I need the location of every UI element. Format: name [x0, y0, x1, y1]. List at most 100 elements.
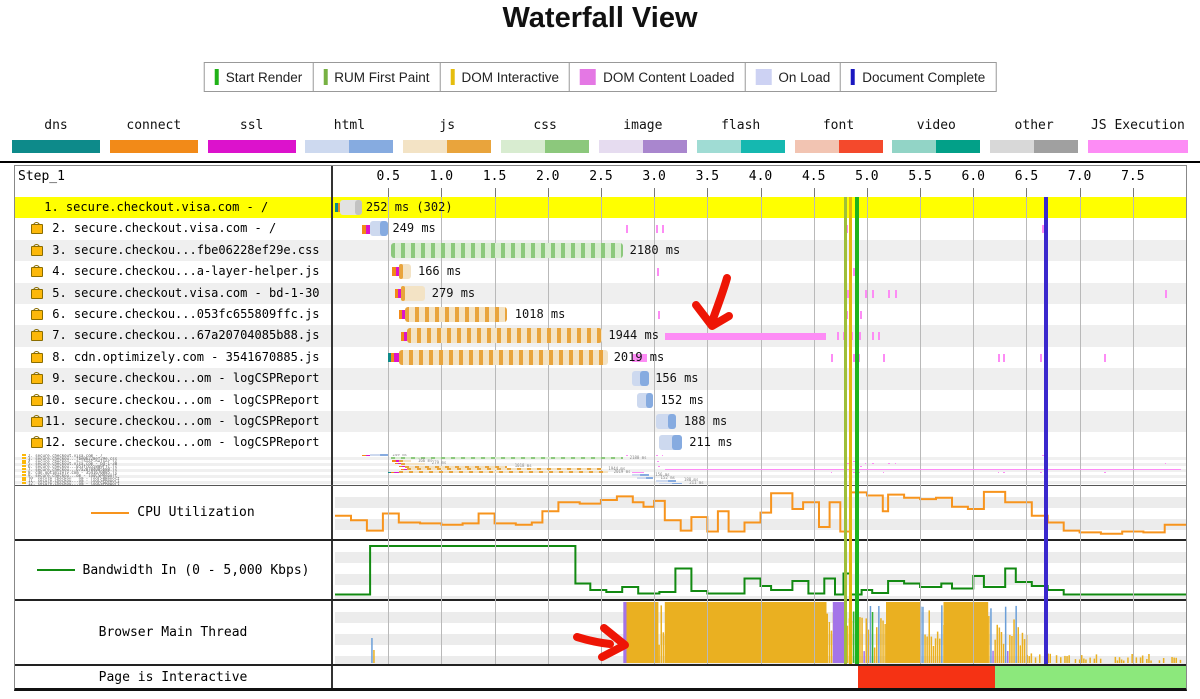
request-phase-connect-bar [392, 460, 396, 462]
request-row[interactable]: 12. secure.checkou...om - logCSPReport 21… [15, 432, 1186, 454]
request-row-chart: 188 ms [335, 411, 1186, 432]
request-row-label-cell[interactable]: 8. cdn.optimizely.com - 3541670885.js [15, 346, 333, 369]
time-tick-mark [654, 188, 656, 197]
resource-legend-item-other: other [990, 118, 1079, 153]
request-row[interactable]: 8. cdn.optimizely.com - 3541670885.js 201… [15, 346, 1186, 369]
cpu-utilization-chart [335, 486, 1186, 539]
request-row-label-cell[interactable]: 5. secure.checkout.visa.com - bd-1-30 [15, 282, 333, 304]
request-row[interactable]: 4. secure.checkou...a-layer-helper.js 166… [15, 261, 1186, 283]
bandwidth-label: Bandwidth In (0 - 5,000 Kbps) [82, 562, 310, 578]
request-url-text: 6. secure.checkou...053fc655809ffc.js [45, 306, 320, 321]
request-time-label-mini: 249 ms [392, 454, 407, 457]
request-row[interactable]: 2. secure.checkout.visa.com - / 249 ms [15, 218, 1186, 240]
event-legend-item: DOM Interactive [441, 63, 571, 91]
request-body-bar[interactable] [391, 242, 624, 258]
resource-type-legend: dns connect ssl html js css image flash font vide… [12, 118, 1188, 153]
bandwidth-legend: Bandwidth In (0 - 5,000 Kbps) [15, 541, 331, 599]
resource-legend-label: font [822, 118, 855, 133]
event-legend-label: Document Complete [862, 69, 986, 85]
resource-legend-label: html [333, 118, 366, 133]
condensed-url-text: 3. secure.checkou...fbe06228ef29e.css [28, 456, 118, 460]
request-body-bar[interactable] [398, 349, 608, 365]
js-execution-tick [872, 468, 874, 471]
resource-legend-label: dns [44, 118, 68, 133]
request-row[interactable]: 10. secure.checkou...om - logCSPReport 15… [15, 389, 1186, 411]
request-row-label-cell[interactable]: 12. secure.checkou...om - logCSPReport [15, 432, 333, 454]
request-body-bar[interactable] [405, 306, 508, 322]
request-row[interactable]: 9. secure.checkou...om - logCSPReport 156… [15, 368, 1186, 390]
request-body-bar[interactable] [407, 328, 602, 344]
js-execution-bar [664, 333, 827, 341]
request-row-label-cell[interactable]: 1. secure.checkout.visa.com - / [15, 197, 333, 219]
request-row-label-cell[interactable]: 2. secure.checkout.visa.com - / [15, 218, 333, 240]
request-body-bar[interactable] [400, 285, 425, 301]
request-row-label-cell[interactable]: 7. secure.checkou...67a20704085b88.js [15, 325, 333, 347]
js-execution-tick [844, 310, 848, 319]
time-tick-label: 6.5 [1014, 169, 1039, 184]
time-tick-mark [813, 188, 815, 197]
request-body-bar[interactable] [398, 264, 411, 280]
js-execution-bar [664, 469, 1181, 471]
request-row[interactable]: 6. secure.checkou...053fc655809ffc.js 101… [15, 303, 1186, 326]
request-url-text: 11. secure.checkou...om - logCSPReport [45, 413, 320, 428]
request-download-chunk [379, 221, 389, 237]
request-row[interactable]: 1. secure.checkout.visa.com - / 252 ms (3… [15, 197, 1186, 219]
cpu-utilization-label: CPU Utilization [137, 505, 255, 520]
js-execution-tick [661, 454, 664, 456]
request-download-chunk [400, 462, 406, 465]
resource-legend-label: other [1014, 118, 1054, 133]
request-row-label-cell[interactable]: 9. secure.checkou...om - logCSPReport [15, 368, 333, 390]
time-tick-mark [707, 188, 709, 197]
request-row-label: 5. secure.checkout.visa.com - bd-1-30 [15, 283, 320, 304]
resource-legend-swatch [1087, 140, 1188, 153]
page-title: Waterfall View [502, 2, 698, 34]
js-execution-tick [1003, 353, 1006, 362]
request-row[interactable]: 7. secure.checkou...67a20704085b88.js 194… [15, 325, 1186, 347]
lock-icon-mini [22, 479, 26, 482]
event-legend-item: Start Render [205, 63, 314, 91]
lock-icon-mini [22, 470, 26, 473]
request-row-chart: 249 ms [335, 218, 1186, 239]
request-body-bar [405, 465, 508, 468]
condensed-row-chart: 1944 ms [335, 467, 1186, 471]
js-execution-tick [658, 466, 660, 468]
request-phase-connect-bar [398, 466, 402, 468]
event-legend-label: DOM Content Loaded [603, 69, 735, 85]
resource-legend-item-connect: connect [109, 118, 198, 153]
js-execution-tick [631, 471, 644, 473]
request-row-label-cell[interactable]: 10. secure.checkou...om - logCSPReport [15, 389, 333, 411]
lock-icon [31, 265, 43, 278]
request-row-label-cell[interactable]: 3. secure.checkou...fbe06228ef29e.css [15, 239, 333, 262]
request-row[interactable]: 11. secure.checkou...om - logCSPReport 18… [15, 410, 1186, 433]
request-body-bar [398, 460, 411, 462]
request-row[interactable]: 3. secure.checkou...fbe06228ef29e.css 218… [15, 239, 1186, 262]
event-legend-item: On Load [745, 63, 842, 91]
main-thread-label: Browser Main Thread [98, 625, 248, 640]
time-tick-label: 1.5 [482, 169, 507, 184]
request-time-label: 152 ms [660, 392, 704, 407]
lock-icon-mini [22, 465, 26, 468]
page-interactive-band: Page is Interactive [15, 664, 1186, 688]
time-tick-mark [388, 188, 390, 197]
step-cell: Step_1 [15, 166, 333, 197]
js-execution-tick [656, 225, 659, 234]
request-phase-ssl-bar [404, 468, 408, 471]
request-row-label-cell[interactable]: 6. secure.checkou...053fc655809ffc.js [15, 303, 333, 326]
request-phase-ssl-bar [395, 460, 399, 462]
resource-legend-item-js-execution: JS Execution [1087, 118, 1188, 153]
time-axis: 0.5 1.0 1.5 2.0 2.5 3.0 3.5 4.0 4.5 5.0 5.5 6.0 6.5 7… [335, 166, 1186, 197]
resource-legend-swatch [794, 140, 883, 153]
event-legend-item: RUM First Paint [313, 63, 441, 91]
resource-legend-swatch [892, 140, 981, 153]
request-body-bar [407, 468, 602, 471]
request-row[interactable]: 5. secure.checkout.visa.com - bd-1-30 279… [15, 282, 1186, 304]
page-interactive-chart [335, 666, 1186, 688]
request-row-chart: 252 ms (302) [335, 197, 1186, 218]
request-time-label: 249 ms [392, 221, 436, 236]
request-row-label-cell[interactable]: 4. secure.checkou...a-layer-helper.js [15, 261, 333, 283]
request-row-label-cell[interactable]: 11. secure.checkou...om - logCSPReport [15, 410, 333, 433]
js-execution-tick [844, 466, 847, 468]
resource-legend-label: ssl [239, 118, 264, 133]
js-execution-tick [882, 353, 885, 362]
request-time-label: 1944 ms [608, 328, 659, 343]
